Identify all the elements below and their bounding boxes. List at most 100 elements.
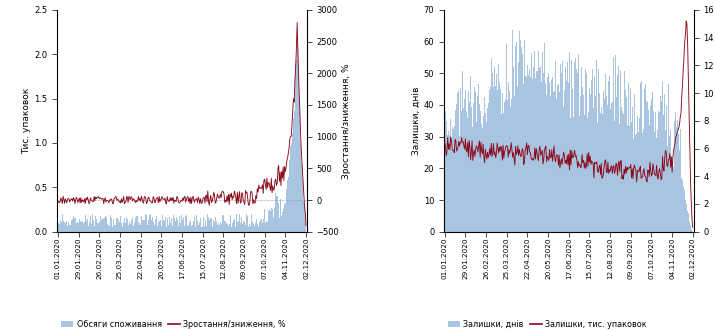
Bar [676,127,677,232]
Bar [242,224,243,232]
Bar [509,91,510,232]
Bar [616,97,617,232]
Bar [267,222,268,232]
Bar [282,195,283,232]
Bar [65,223,66,232]
Bar [575,58,576,232]
Bar [236,214,237,232]
Bar [70,225,71,232]
Bar [461,111,462,232]
Bar [475,92,476,232]
Bar [664,94,665,232]
Bar [210,218,211,232]
Bar [195,227,196,232]
Bar [112,227,113,232]
Bar [89,222,90,232]
Bar [573,88,574,232]
Bar [536,71,537,232]
Bar [647,102,648,232]
Bar [72,219,73,232]
Bar [665,130,666,232]
Bar [109,226,110,232]
Bar [240,223,241,232]
Bar [508,106,509,232]
Bar [480,119,481,232]
Bar [604,99,605,232]
Bar [687,212,688,232]
Bar [566,81,567,232]
Bar [279,218,280,232]
Bar [487,108,488,232]
Bar [303,201,304,232]
Bar [445,112,446,232]
Bar [58,218,59,232]
Bar [218,223,219,232]
Bar [150,214,151,232]
Bar [542,52,543,232]
Bar [145,214,146,232]
Bar [569,52,570,232]
Bar [95,216,96,232]
Bar [555,61,556,232]
Bar [142,220,143,232]
Bar [623,71,624,232]
Bar [627,95,628,232]
Bar [648,110,649,232]
Bar [235,221,236,232]
Bar [456,104,457,232]
Bar [574,62,575,232]
Bar [144,227,145,232]
Bar [547,77,548,232]
Bar [493,87,494,232]
Bar [503,113,504,232]
Bar [292,133,293,232]
Bar [682,180,683,232]
Bar [584,115,585,232]
Bar [669,117,670,232]
Bar [598,91,599,232]
Bar [246,214,247,232]
Bar [219,216,220,232]
Bar [485,76,486,232]
Bar [198,224,199,232]
Bar [217,225,218,232]
Bar [129,222,130,232]
Bar [102,218,103,232]
Bar [689,222,690,232]
Bar [692,231,693,232]
Bar [586,73,587,232]
Bar [545,83,546,232]
Bar [643,129,644,232]
Bar [160,220,161,232]
Bar [601,122,602,232]
Bar [675,166,676,232]
Bar [264,227,265,232]
Bar [607,105,608,232]
Bar [159,221,160,232]
Bar [182,220,183,232]
Bar [637,117,638,232]
Bar [608,81,609,232]
Bar [290,146,291,232]
Bar [588,112,589,232]
Bar [495,86,496,232]
Bar [260,225,262,232]
Bar [690,225,691,232]
Bar [247,216,248,232]
Bar [87,219,88,232]
Bar [479,104,480,232]
Bar [597,122,598,232]
Bar [532,79,533,232]
Bar [553,87,554,232]
Bar [149,215,150,232]
Bar [655,112,656,232]
Bar [541,82,542,232]
Bar [629,126,630,232]
Bar [600,113,601,232]
Bar [114,225,115,232]
Bar [465,111,466,232]
Bar [104,218,105,232]
Bar [85,215,86,232]
Bar [568,83,569,232]
Bar [533,67,534,232]
